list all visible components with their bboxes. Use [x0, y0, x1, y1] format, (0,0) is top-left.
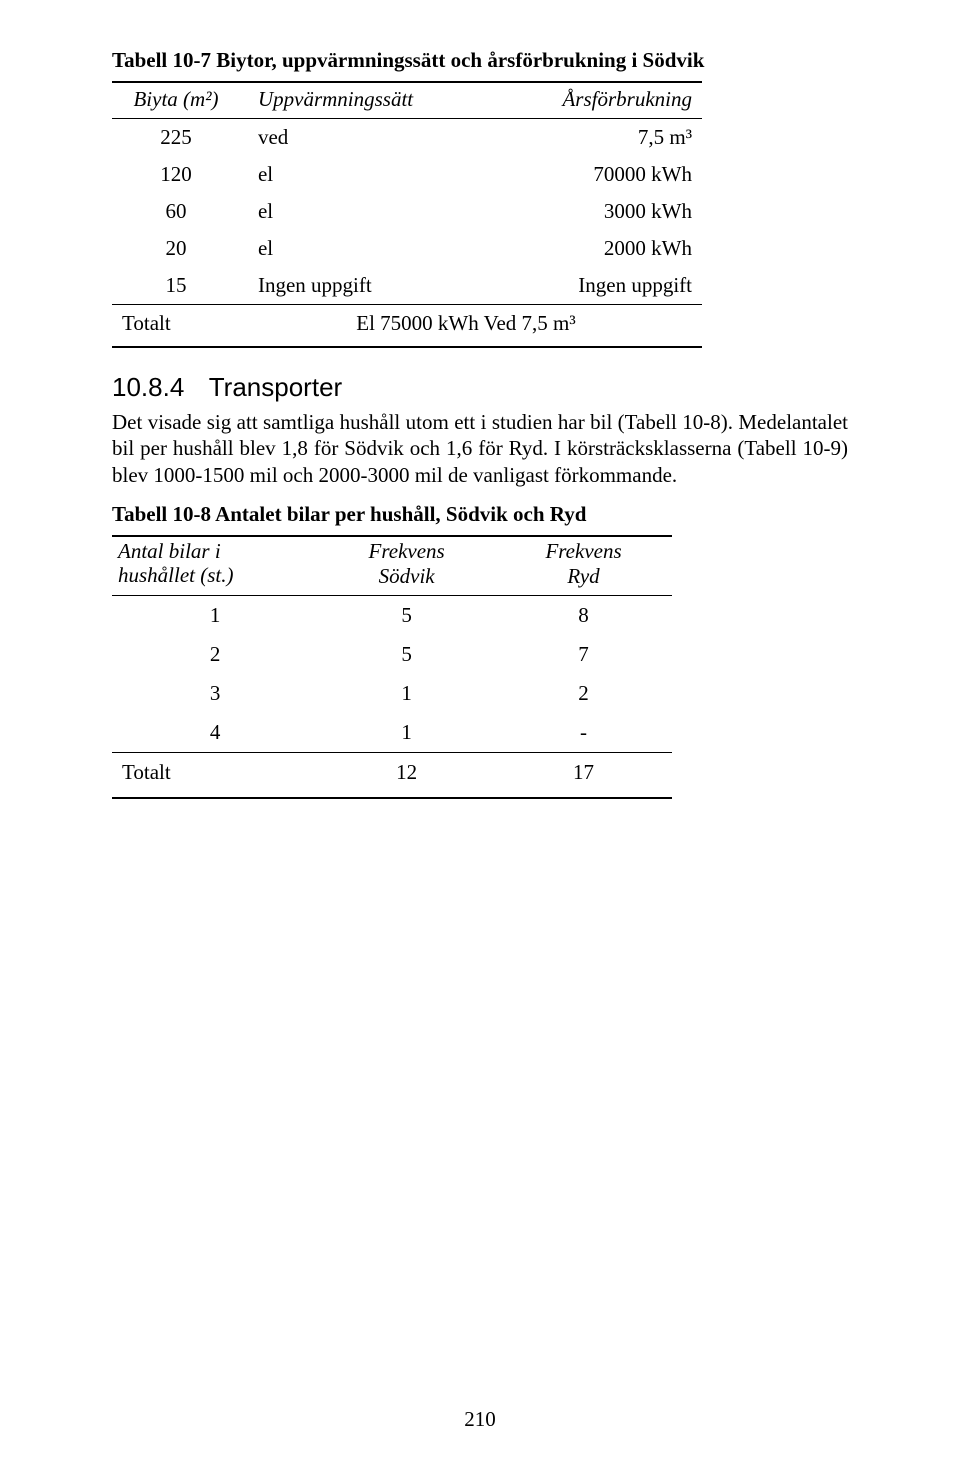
cell: 4: [112, 713, 318, 753]
cell: 3: [112, 674, 318, 713]
table7-caption: Tabell 10-7 Biytor, uppvärmningssätt och…: [112, 48, 848, 73]
section-body: Det visade sig att samtliga hushåll utom…: [112, 409, 848, 488]
page-number: 210: [0, 1407, 960, 1432]
table-row: 225 ved 7,5 m³: [112, 119, 702, 157]
table7-total-value: El 75000 kWh Ved 7,5 m³: [240, 305, 702, 348]
table-row: 3 1 2: [112, 674, 672, 713]
cell: 60: [112, 193, 240, 230]
section-number: 10.8.4: [112, 372, 202, 403]
table8-total-c3: 17: [495, 752, 672, 798]
table7-col2-header: Uppvärmningssätt: [240, 83, 485, 119]
table-row: 20 el 2000 kWh: [112, 230, 702, 267]
cell: 225: [112, 119, 240, 157]
cell: 120: [112, 156, 240, 193]
page: Tabell 10-7 Biytor, uppvärmningssätt och…: [0, 0, 960, 1476]
cell: Ingen uppgift: [485, 267, 702, 305]
table8-col1-line1: Antal bilar i: [118, 539, 221, 563]
cell: 8: [495, 595, 672, 635]
cell: 5: [318, 595, 495, 635]
table8-col2-line1: Frekvens: [369, 539, 445, 563]
cell: el: [240, 230, 485, 267]
cell: 5: [318, 635, 495, 674]
table-row: 120 el 70000 kWh: [112, 156, 702, 193]
cell: 7: [495, 635, 672, 674]
table-row: 1 5 8: [112, 595, 672, 635]
table8-total-row: Totalt 12 17: [112, 752, 672, 798]
table7-col1-header: Biyta (m²): [112, 83, 240, 119]
table-row: 4 1 -: [112, 713, 672, 753]
cell: el: [240, 156, 485, 193]
table-row: 60 el 3000 kWh: [112, 193, 702, 230]
cell: 20: [112, 230, 240, 267]
table8-col3-header: Frekvens Ryd: [495, 536, 672, 596]
cell: 1: [112, 595, 318, 635]
cell: Ingen uppgift: [240, 267, 485, 305]
table7-total-row: Totalt El 75000 kWh Ved 7,5 m³: [112, 305, 702, 348]
cell: -: [495, 713, 672, 753]
table8-caption: Tabell 10-8 Antalet bilar per hushåll, S…: [112, 502, 848, 527]
cell: 3000 kWh: [485, 193, 702, 230]
table8-total-c2: 12: [318, 752, 495, 798]
cell: 2000 kWh: [485, 230, 702, 267]
table7-col3-header: Årsförbrukning: [485, 83, 702, 119]
table8: Antal bilar i hushållet (st.) Frekvens S…: [112, 535, 672, 799]
table8-col2-line2: Södvik: [379, 564, 435, 588]
table8-col3-line1: Frekvens: [545, 539, 621, 563]
table-row: 2 5 7: [112, 635, 672, 674]
cell: ved: [240, 119, 485, 157]
section-heading: 10.8.4 Transporter: [112, 372, 848, 403]
cell: el: [240, 193, 485, 230]
cell: 70000 kWh: [485, 156, 702, 193]
cell: 2: [112, 635, 318, 674]
cell: 2: [495, 674, 672, 713]
table7-total-label: Totalt: [112, 305, 240, 348]
cell: 7,5 m³: [485, 119, 702, 157]
cell: 1: [318, 674, 495, 713]
table-row: 15 Ingen uppgift Ingen uppgift: [112, 267, 702, 305]
table8-col1-line2: hushållet (st.): [118, 563, 234, 587]
table8-total-label: Totalt: [112, 752, 318, 798]
table7: Biyta (m²) Uppvärmningssätt Årsförbrukni…: [112, 81, 702, 348]
table8-col2-header: Frekvens Södvik: [318, 536, 495, 596]
table8-col3-line2: Ryd: [567, 564, 599, 588]
section-title: Transporter: [209, 372, 342, 402]
table8-col1-header: Antal bilar i hushållet (st.): [112, 536, 318, 596]
cell: 1: [318, 713, 495, 753]
cell: 15: [112, 267, 240, 305]
